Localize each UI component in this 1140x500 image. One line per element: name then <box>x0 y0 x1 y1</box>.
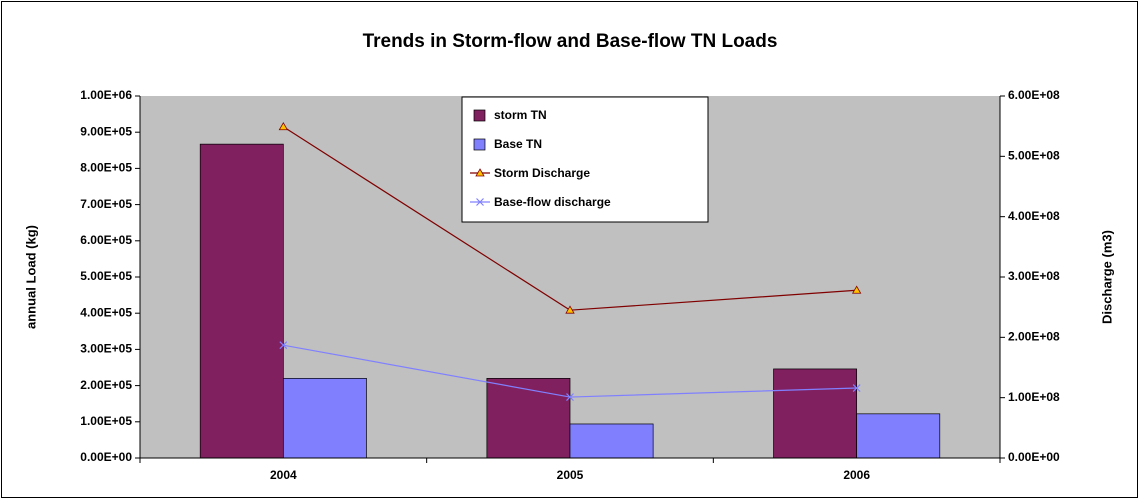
line-marker <box>852 384 861 392</box>
y-tick-label: 3.00E+05 <box>80 342 132 356</box>
y-tick-label: 9.00E+05 <box>80 124 132 138</box>
line-marker <box>565 305 575 314</box>
bar <box>773 368 858 459</box>
legend-label: Storm Discharge <box>494 166 590 180</box>
legend-marker <box>475 168 485 177</box>
y2-axis-label: Discharge (m3) <box>1099 230 1114 324</box>
legend-swatch <box>473 138 486 151</box>
y-tick-label: 6.00E+05 <box>80 233 132 247</box>
chart-title: Trends in Storm-flow and Base-flow TN Lo… <box>363 31 778 52</box>
y-tick-label: 0.00E+00 <box>80 450 132 464</box>
y-tick-label: 8.00E+05 <box>80 161 132 175</box>
y-axis-label: annual Load (kg) <box>23 225 38 329</box>
line-marker <box>566 393 574 401</box>
y-tick-label: 4.00E+05 <box>80 305 132 319</box>
bar <box>199 143 284 459</box>
legend-label: Base-flow discharge <box>494 195 611 209</box>
y2-tick-label: 0.00E+00 <box>1008 450 1060 464</box>
line-marker <box>279 341 288 350</box>
legend-box <box>461 96 709 223</box>
legend-swatch <box>473 109 486 122</box>
x-tick-label: 2004 <box>270 468 297 482</box>
y2-tick-label: 2.00E+08 <box>1008 330 1060 344</box>
line-marker <box>278 121 289 131</box>
x-tick-label: 2005 <box>557 468 584 482</box>
bar <box>569 423 654 459</box>
x-tick-label: 2006 <box>843 468 870 482</box>
y-tick-label: 1.00E+06 <box>80 88 132 102</box>
bar <box>282 378 367 459</box>
y-tick-label: 7.00E+05 <box>80 197 132 211</box>
y-tick-label: 2.00E+05 <box>80 378 132 392</box>
legend-marker <box>476 198 484 206</box>
bar <box>856 413 941 459</box>
legend: storm TN Base TN Storm Discharge Base-flow … <box>461 96 709 223</box>
bar <box>486 378 571 459</box>
y2-tick-label: 4.00E+08 <box>1008 209 1060 223</box>
y2-tick-label: 1.00E+08 <box>1008 390 1060 404</box>
legend-label: storm TN <box>494 108 547 122</box>
line-marker <box>851 285 862 294</box>
y-tick-label: 5.00E+05 <box>80 269 132 283</box>
y2-tick-label: 5.00E+08 <box>1008 149 1060 163</box>
legend-label: Base TN <box>494 137 542 151</box>
y-tick-label: 1.00E+05 <box>80 414 132 428</box>
y2-tick-label: 3.00E+08 <box>1008 269 1060 283</box>
y2-tick-label: 6.00E+08 <box>1008 88 1060 102</box>
